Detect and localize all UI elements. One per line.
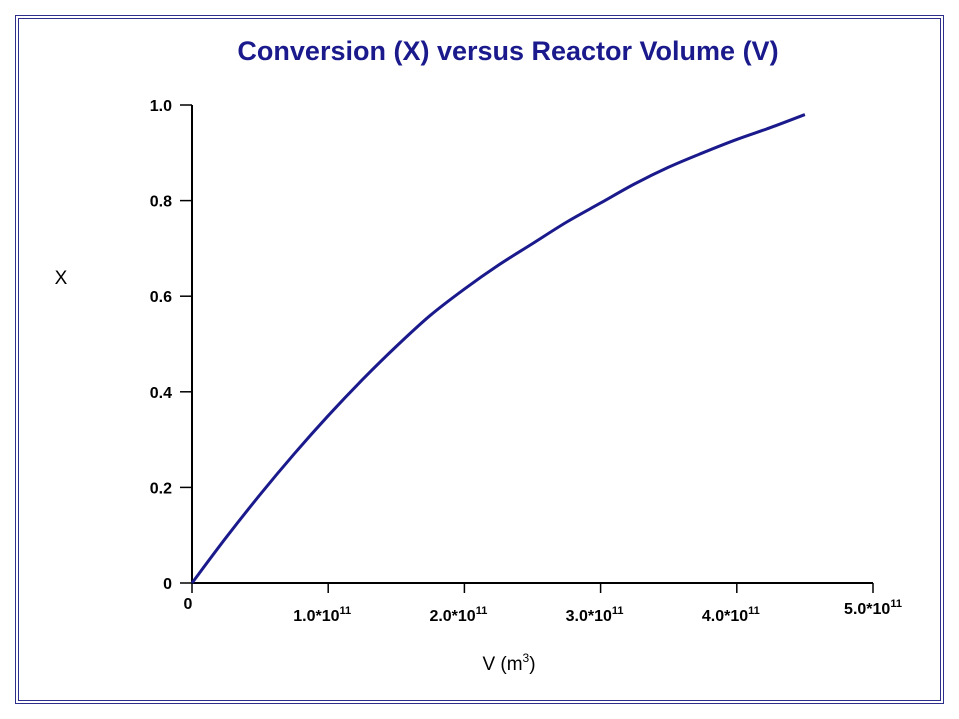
x-tick-label: 4.0*1011 bbox=[702, 605, 760, 625]
y-axis-label: X bbox=[55, 268, 68, 289]
inner-frame-border bbox=[18, 18, 941, 701]
x-tick-label: 5.0*1011 bbox=[844, 598, 902, 618]
y-tick-label: 0.4 bbox=[150, 385, 172, 402]
x-axis-label-tail: ) bbox=[529, 654, 535, 675]
y-tick-label: 0.2 bbox=[150, 480, 172, 497]
series-line bbox=[190, 113, 806, 584]
x-tick-label: 2.0*1011 bbox=[429, 605, 487, 625]
y-tick-label: 0 bbox=[163, 576, 172, 593]
series-group bbox=[190, 113, 806, 584]
x-tick-label: 1.0*1011 bbox=[293, 605, 351, 625]
x-ticks-group: 0 1.0*1011 2.0*1011 3.0*1011 4.0*1011 5.0*101… bbox=[184, 583, 902, 625]
x-axis-label-sup: 3 bbox=[523, 651, 530, 665]
x-axis-label: V (m3) bbox=[482, 651, 535, 675]
y-tick-label: 0.8 bbox=[150, 194, 172, 211]
x-axis-label-base: V (m bbox=[482, 654, 522, 675]
x-tick-label: 3.0*1011 bbox=[566, 605, 624, 625]
chart-title: Conversion (X) versus Reactor Volume (V) bbox=[237, 36, 778, 66]
y-ticks-group: 0 0.2 0.4 0.6 0.8 1.0 bbox=[150, 98, 192, 593]
x-tick-label: 0 bbox=[184, 596, 193, 613]
y-tick-label: 1.0 bbox=[150, 98, 172, 115]
y-tick-label: 0.6 bbox=[150, 289, 172, 306]
outer-frame-border bbox=[15, 15, 944, 704]
